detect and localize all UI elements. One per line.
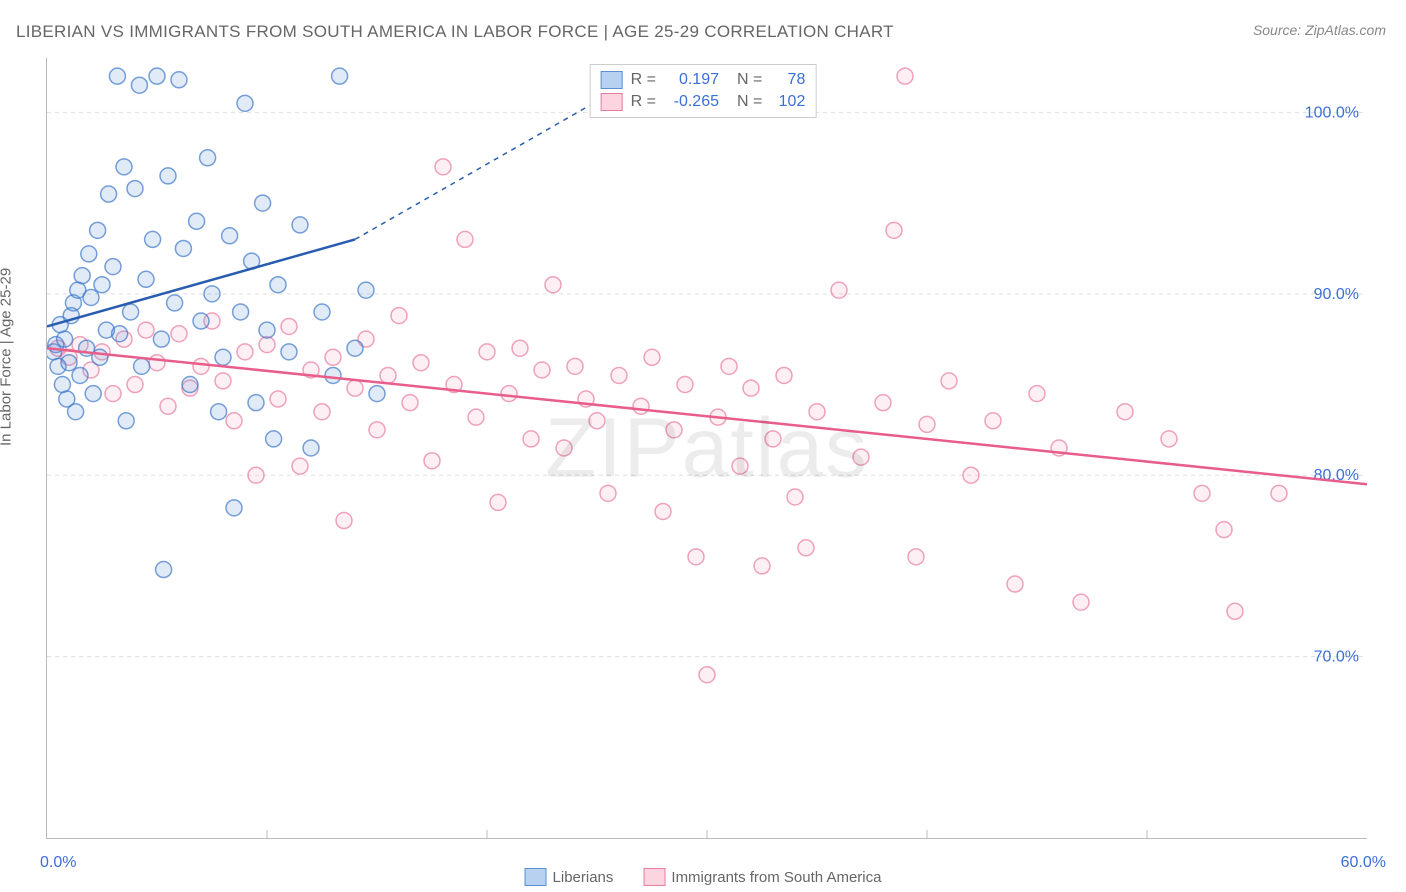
swatch-pink-icon [643,868,665,886]
legend-label-south-america: Immigrants from South America [671,869,881,886]
y-axis-label: In Labor Force | Age 25-29 [0,268,15,446]
svg-text:90.0%: 90.0% [1314,286,1359,303]
source-attribution: Source: ZipAtlas.com [1253,22,1386,38]
plot-area: 70.0%80.0%90.0%100.0% ZIPatlas [46,58,1367,839]
r-value-liberians: 0.197 [664,71,719,89]
r-label: R = [631,71,656,89]
swatch-blue-icon [601,71,623,89]
legend-label-liberians: Liberians [553,869,614,886]
legend-row-liberians: R = 0.197 N = 78 [601,69,806,91]
chart-svg: 70.0%80.0%90.0%100.0% [47,58,1367,838]
n-label: N = [737,71,762,89]
n-value-south-america: 102 [770,93,805,111]
svg-text:100.0%: 100.0% [1305,104,1359,121]
chart-container: LIBERIAN VS IMMIGRANTS FROM SOUTH AMERIC… [0,0,1406,892]
r-value-south-america: -0.265 [664,93,719,111]
legend-row-south-america: R = -0.265 N = 102 [601,91,806,113]
n-label: N = [737,93,762,111]
series-legend: Liberians Immigrants from South America [525,868,882,886]
r-label: R = [631,93,656,111]
x-tick-min: 0.0% [40,854,76,872]
legend-item-south-america: Immigrants from South America [643,868,881,886]
swatch-blue-icon [525,868,547,886]
chart-title: LIBERIAN VS IMMIGRANTS FROM SOUTH AMERIC… [16,22,894,42]
svg-text:70.0%: 70.0% [1314,649,1359,666]
n-value-liberians: 78 [770,71,805,89]
x-tick-max: 60.0% [1341,854,1386,872]
swatch-pink-icon [601,93,623,111]
legend-item-liberians: Liberians [525,868,614,886]
correlation-legend: R = 0.197 N = 78 R = -0.265 N = 102 [590,64,817,118]
